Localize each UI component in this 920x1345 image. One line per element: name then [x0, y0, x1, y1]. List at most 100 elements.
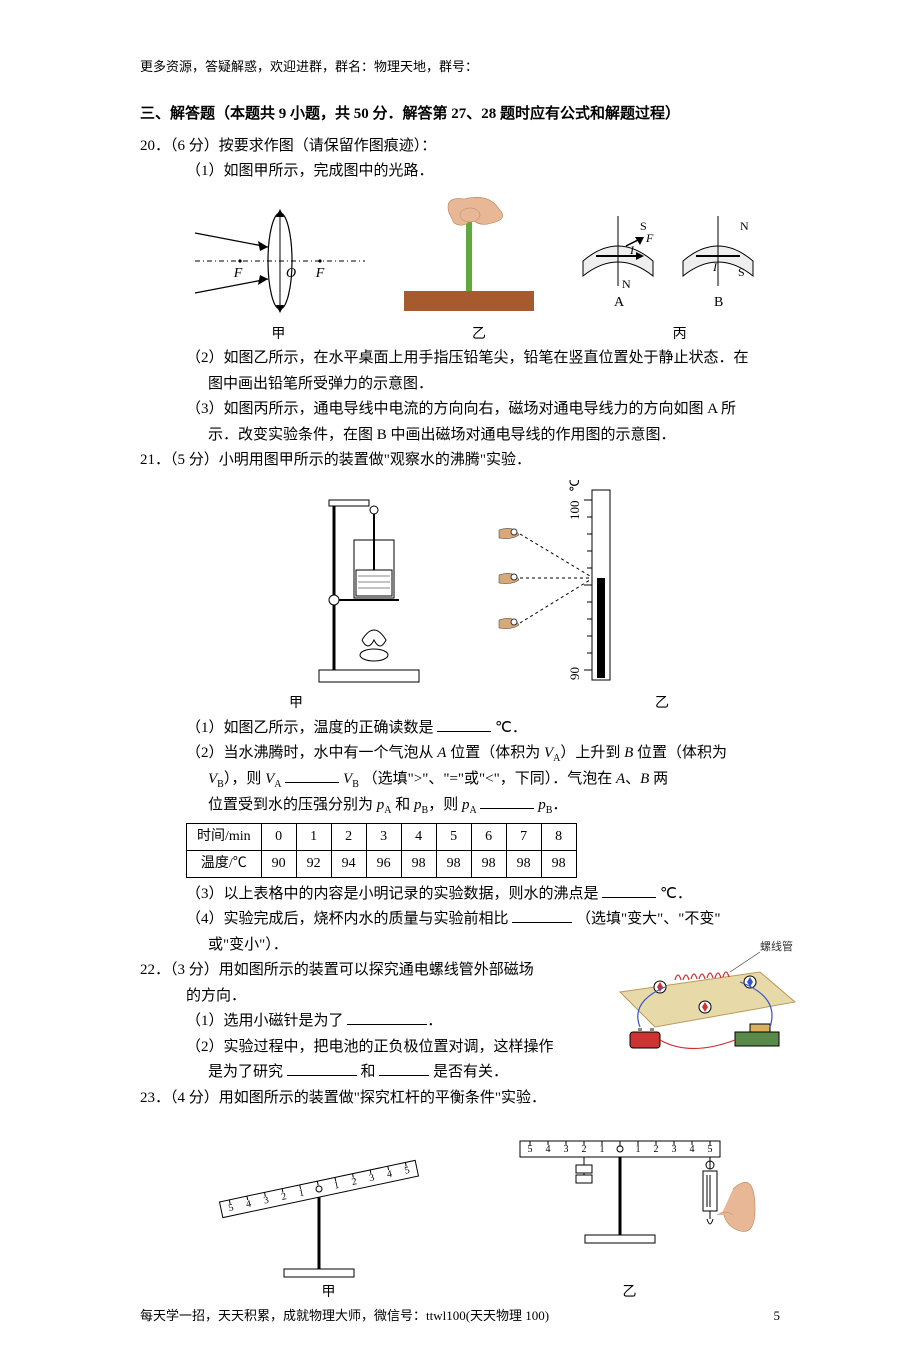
section-title: 三、解答题（本题共 9 小题，共 50 分．解答第 27、28 题时应有公式和解… [140, 102, 780, 128]
svg-text:3: 3 [671, 1144, 676, 1155]
svg-text:1: 1 [635, 1144, 640, 1155]
th: 3 [366, 824, 401, 851]
q20: 20．（6 分）按要求作图（请保留作图痕迹）： （1）如图甲所示，完成图中的光路… [140, 134, 780, 449]
svg-text:N: N [622, 277, 631, 291]
q23-label-a: 甲 [178, 1281, 479, 1305]
q21-p2: （2）当水沸腾时，水中有一个气泡从 A 位置（体积为 VA）上升到 B 位置（体… [186, 741, 780, 767]
q20-num: 20． [140, 138, 170, 154]
q20-label-c: 丙 [579, 323, 780, 347]
svg-text:O: O [286, 266, 296, 281]
svg-text:N: N [740, 219, 749, 233]
q20-label-b: 乙 [379, 323, 580, 347]
svg-text:F: F [645, 231, 654, 245]
td: 温度/℃ [187, 850, 262, 877]
lens-F-left: F [233, 266, 243, 281]
q20-fig-magnet: I F S N A I N S B [568, 201, 768, 321]
q23-fig-labels: 甲 乙 [178, 1281, 780, 1305]
th: 7 [506, 824, 541, 851]
q21-p4: （4）实验完成后，烧杯内水的质量与实验前相比 （选填"变大"、"不变" [186, 907, 780, 933]
th: 4 [401, 824, 436, 851]
td: 98 [471, 850, 506, 877]
q20-figures: F F O [178, 191, 780, 321]
q20-fig-lens: F F O [190, 201, 370, 321]
footer-left: 每天学一招，天天积累，成就物理大师，微信号：ttwl100(天天物理 100) [140, 1305, 549, 1327]
blank[interactable] [347, 1009, 427, 1025]
q23-figures: 54321 0 12345 54321 0 123 [178, 1119, 780, 1279]
td: 92 [296, 850, 331, 877]
td: 98 [401, 850, 436, 877]
q22-fig: 螺线管 [610, 932, 800, 1072]
q20-p3b: 示．改变实验条件，在图 B 中画出磁场对通电导线的作用图的示意图． [208, 423, 780, 449]
q20-p1: （1）如图甲所示，完成图中的光路． [186, 159, 780, 185]
table-row: 温度/℃ 90 92 94 96 98 98 98 98 98 [187, 850, 577, 877]
page-number: 5 [774, 1305, 781, 1327]
th: 8 [541, 824, 576, 851]
svg-text:2: 2 [653, 1144, 658, 1155]
blank[interactable] [602, 882, 656, 898]
q20-label-a: 甲 [178, 323, 379, 347]
th: 时间/min [187, 824, 262, 851]
td: 98 [506, 850, 541, 877]
q23-points: （4 分） [170, 1090, 219, 1106]
svg-text:4: 4 [545, 1144, 550, 1155]
q21-points: （5 分） [170, 452, 219, 468]
footer: 每天学一招，天天积累，成就物理大师，微信号：ttwl100(天天物理 100) … [140, 1305, 780, 1327]
q23-fig-b: 54321 0 12345 [485, 1119, 765, 1279]
q21-p3: （3）以上表格中的内容是小明记录的实验数据，则水的沸点是 ℃． [186, 882, 780, 908]
q23-stem: 用如图所示的装置做"探究杠杆的平衡条件"实验． [219, 1090, 546, 1106]
q22: 22．（3 分）用如图所示的装置可以探究通电螺线管外部磁场 的方向． （1）选用… [140, 958, 780, 1086]
q20-stem: 按要求作图（请保留作图痕迹）： [219, 138, 437, 154]
q21-fig-labels: 甲 乙 [178, 692, 780, 716]
svg-text:90: 90 [567, 667, 582, 680]
svg-text:4: 4 [689, 1144, 694, 1155]
q21-stem: 小明用图甲所示的装置做"观察水的沸腾"实验． [219, 452, 531, 468]
q21: 21．（5 分）小明用图甲所示的装置做"观察水的沸腾"实验． [140, 448, 780, 958]
q21-p1: （1）如图乙所示，温度的正确读数是 ℃． [186, 716, 780, 742]
q20-points: （6 分） [170, 138, 219, 154]
table-row-header: 时间/min 0 1 2 3 4 5 6 7 8 [187, 824, 577, 851]
q23-num: 23． [140, 1090, 170, 1106]
svg-text:℃: ℃ [567, 480, 582, 492]
td: 98 [436, 850, 471, 877]
svg-text:5: 5 [527, 1144, 532, 1155]
svg-text:螺线管: 螺线管 [760, 939, 793, 953]
q23-label-b: 乙 [479, 1281, 780, 1305]
q20-p2a: （2）如图乙所示，在水平桌面上用手指压铅笔尖，铅笔在竖直位置处于静止状态．在 [186, 346, 780, 372]
q22-stem-a: 用如图所示的装置可以探究通电螺线管外部磁场 [219, 962, 534, 978]
q21-fig-thermometer: ℃ 100 90 [484, 480, 654, 690]
blank[interactable] [512, 907, 572, 923]
blank[interactable] [285, 767, 339, 783]
q20-fig-labels: 甲 乙 丙 [178, 323, 780, 347]
q20-fig-hand [394, 191, 544, 321]
svg-text:F: F [315, 266, 325, 281]
td: 94 [331, 850, 366, 877]
q21-num: 21． [140, 452, 170, 468]
blank[interactable] [287, 1060, 357, 1076]
th: 1 [296, 824, 331, 851]
header-note: 更多资源，答疑解惑，欢迎进群，群名：物理天地，群号： [140, 56, 780, 78]
svg-text:S: S [640, 219, 647, 233]
td: 90 [261, 850, 296, 877]
q20-p2b: 图中画出铅笔所受弹力的示意图． [208, 372, 780, 398]
td: 96 [366, 850, 401, 877]
th: 2 [331, 824, 366, 851]
svg-text:B: B [714, 295, 723, 310]
q21-p2-l2: VB），则 VA VB （选填">"、"="或"<"，下同）．气泡在 A、B 两 [208, 767, 780, 793]
blank[interactable] [379, 1060, 429, 1076]
svg-text:100: 100 [567, 500, 582, 520]
q22-num: 22． [140, 962, 170, 978]
blank[interactable] [437, 716, 491, 732]
td: 98 [541, 850, 576, 877]
q21-label-a: 甲 [178, 692, 414, 716]
q20-p3a: （3）如图丙所示，通电导线中电流的方向向右，磁场对通电导线力的方向如图 A 所 [186, 397, 780, 423]
svg-text:2: 2 [581, 1144, 586, 1155]
blank[interactable] [480, 793, 534, 809]
q21-fig-apparatus [304, 480, 444, 690]
q21-label-b: 乙 [544, 692, 780, 716]
th: 0 [261, 824, 296, 851]
svg-text:A: A [614, 295, 625, 310]
th: 6 [471, 824, 506, 851]
q23-fig-a: 54321 0 12345 [194, 1139, 454, 1279]
svg-text:3: 3 [563, 1144, 568, 1155]
q21-p2-l3: 位置受到水的压强分别为 pA 和 pB，则 pA pB． [208, 793, 780, 819]
